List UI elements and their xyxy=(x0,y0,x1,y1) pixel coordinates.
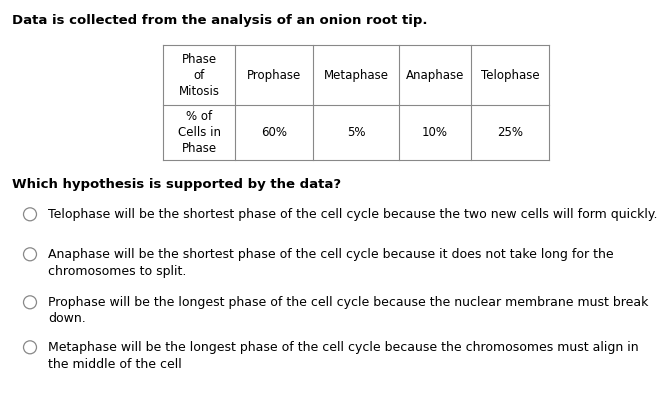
Text: % of
Cells in
Phase: % of Cells in Phase xyxy=(178,110,221,155)
Text: Prophase will be the longest phase of the cell cycle because the nuclear membran: Prophase will be the longest phase of th… xyxy=(48,296,648,325)
Text: 60%: 60% xyxy=(261,126,287,139)
Text: 25%: 25% xyxy=(497,126,523,139)
Text: Telophase: Telophase xyxy=(480,68,539,82)
Text: Metaphase: Metaphase xyxy=(323,68,389,82)
Text: Data is collected from the analysis of an onion root tip.: Data is collected from the analysis of a… xyxy=(12,14,427,27)
Text: Anaphase will be the shortest phase of the cell cycle because it does not take l: Anaphase will be the shortest phase of t… xyxy=(48,248,613,278)
Text: Metaphase will be the longest phase of the cell cycle because the chromosomes mu: Metaphase will be the longest phase of t… xyxy=(48,341,639,370)
Text: Prophase: Prophase xyxy=(247,68,301,82)
Text: Which hypothesis is supported by the data?: Which hypothesis is supported by the dat… xyxy=(12,178,341,191)
Text: Telophase will be the shortest phase of the cell cycle because the two new cells: Telophase will be the shortest phase of … xyxy=(48,208,658,221)
Text: Phase
of
Mitosis: Phase of Mitosis xyxy=(178,52,219,98)
Text: 5%: 5% xyxy=(347,126,365,139)
Text: 10%: 10% xyxy=(422,126,448,139)
Text: Anaphase: Anaphase xyxy=(406,68,464,82)
